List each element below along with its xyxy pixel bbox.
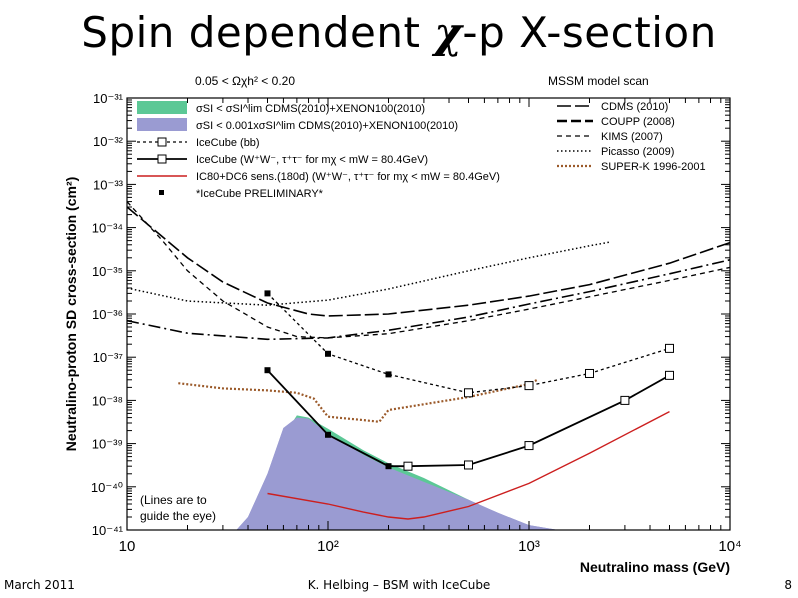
series-line-cdms	[127, 206, 730, 317]
legend-label: COUPP (2008)	[601, 116, 675, 128]
title-chi-symbol: χ	[434, 8, 463, 57]
data-point-icecube_bb	[463, 388, 473, 398]
data-point-icecube_bb	[585, 368, 595, 378]
y-tick-label: 10⁻³⁹	[92, 437, 123, 452]
y-tick-label: 10⁻³⁷	[93, 350, 124, 365]
legend-label: CDMS (2010)	[601, 101, 668, 113]
y-tick-label: 10⁻⁴⁰	[91, 480, 123, 495]
footer-date: March 2011	[4, 578, 75, 592]
legend-label: Picasso (2009)	[601, 146, 674, 158]
legend-label: σSI < σSI^lim CDMS(2010)+XENON100(2010)	[196, 103, 425, 115]
legend-label: IceCube (bb)	[196, 137, 260, 149]
y-tick-label: 10⁻³⁴	[92, 221, 123, 236]
header-density-constraint: 0.05 < Ωχh² < 0.20	[195, 74, 295, 88]
legend-swatch	[137, 118, 187, 131]
legend-label: σSI < 0.001xσSI^lim CDMS(2010)+XENON100(…	[196, 120, 458, 132]
series-line-coupp	[127, 259, 730, 341]
data-point-icecube_ww	[325, 431, 331, 438]
series-line-icecube_ww	[266, 369, 670, 468]
header-model-scan: MSSM model scan	[548, 74, 649, 88]
title-text-end: -p X-section	[462, 8, 717, 57]
annotation-text: (Lines are to	[140, 493, 207, 507]
legend-label: *IceCube PRELIMINARY*	[196, 188, 324, 200]
legend-label: SUPER-K 1996-2001	[601, 161, 706, 173]
footer-page-number: 8	[784, 578, 792, 592]
series-line-kims	[127, 201, 730, 339]
series-line-icecube_bb	[267, 292, 670, 394]
y-tick-label: 10⁻³²	[93, 134, 124, 149]
y-tick-label: 10⁻⁴¹	[92, 523, 124, 538]
data-point-icecube_ww	[620, 395, 630, 405]
legend-swatch	[137, 101, 187, 114]
x-tick-label: 10	[119, 538, 136, 555]
data-point-icecube_bb	[264, 290, 271, 297]
y-tick-label: 10⁻³³	[93, 177, 124, 192]
plot-area	[127, 201, 730, 530]
title-text: Spin dependent	[81, 8, 435, 57]
legend-swatch-marker	[157, 137, 167, 147]
data-point-icecube_ww	[403, 461, 413, 471]
y-tick-label: 10⁻³⁶	[92, 307, 123, 322]
annotation-text: guide the eye)	[140, 509, 216, 523]
data-point-icecube_ww	[463, 460, 473, 470]
x-axis-label: Neutralino mass (GeV)	[580, 559, 730, 575]
y-axis-label: Neutralino-proton SD cross-section (cm²)	[63, 177, 79, 452]
footer-author: K. Helbing – BSM with IceCube	[307, 578, 491, 592]
data-point-icecube_bb	[664, 343, 674, 353]
series-line-picasso	[127, 241, 610, 306]
y-tick-label: 10⁻³¹	[93, 91, 124, 106]
legend-label: KIMS (2007)	[601, 131, 663, 143]
legend-label: IceCube (W⁺W⁻, τ⁺τ⁻ for mχ < mW = 80.4Ge…	[196, 154, 428, 166]
data-point-icecube_ww	[524, 441, 534, 451]
series-line-ic80_dc6	[267, 410, 670, 520]
x-tick-label: 10²	[317, 538, 339, 555]
y-tick-label: 10⁻³⁵	[92, 264, 123, 279]
y-tick-label: 10⁻³⁸	[92, 393, 123, 408]
slide-title: Spin dependent χ-p X-section	[0, 8, 798, 57]
x-tick-label: 10³	[518, 538, 540, 555]
legend-label: IC80+DC6 sens.(180d) (W⁺W⁻, τ⁺τ⁻ for mχ …	[196, 171, 500, 183]
data-point-icecube_ww	[264, 367, 271, 374]
legend-swatch-marker	[159, 190, 164, 195]
region-scan-blue-top	[236, 417, 559, 530]
legend-swatch-marker	[157, 154, 167, 164]
data-point-icecube_bb	[385, 371, 392, 378]
data-point-icecube_bb	[325, 350, 331, 357]
series-line-superk	[178, 378, 538, 423]
data-point-icecube_ww	[664, 370, 674, 380]
data-point-icecube_ww	[385, 463, 392, 470]
data-point-icecube_bb	[524, 381, 534, 391]
x-tick-label: 10⁴	[718, 538, 741, 555]
